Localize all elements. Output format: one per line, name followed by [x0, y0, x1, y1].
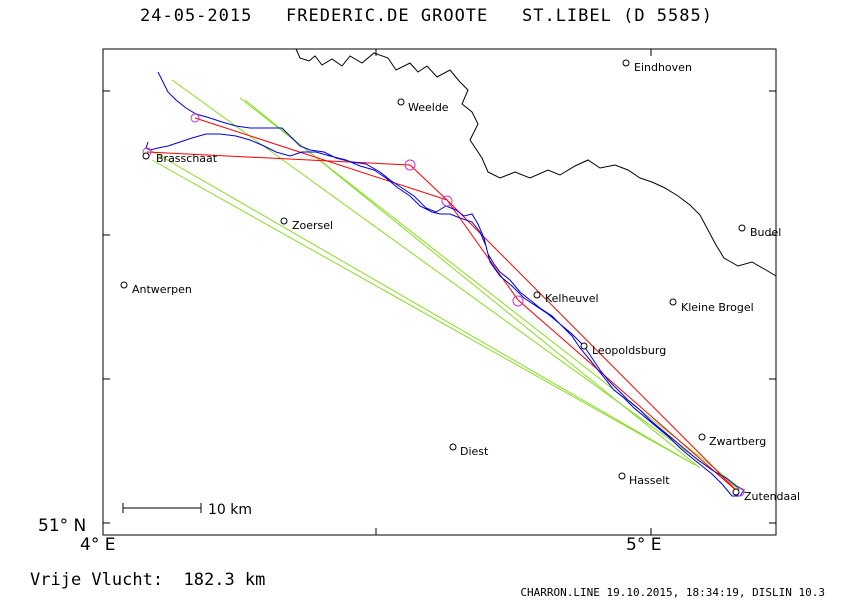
- place-label-diest: Diest: [460, 445, 489, 458]
- place-label-zoersel: Zoersel: [292, 219, 333, 232]
- place-label-weelde: Weelde: [408, 101, 449, 114]
- axis-ticks: [103, 49, 776, 535]
- x-tick-label-5e: 5° E: [626, 535, 661, 555]
- turnpoints: [142, 113, 745, 497]
- place-label-brasschaat: Brasschaat: [156, 152, 218, 165]
- place-markers: [120, 59, 746, 496]
- place-label-hasselt: Hasselt: [629, 474, 670, 487]
- place-label-budel: Budel: [750, 226, 781, 239]
- x-tick-label-4e: 4° E: [80, 535, 115, 555]
- map-title: 24-05-2015 FREDERIC.DE GROOTE ST.LIBEL (…: [140, 6, 713, 26]
- place-label-antwerpen: Antwerpen: [132, 283, 192, 296]
- place-label-kleine-brogel: Kleine Brogel: [681, 301, 754, 314]
- olc-legs: [149, 79, 746, 493]
- map-frame: [102, 48, 777, 536]
- place-label-leopoldsburg: Leopoldsburg: [592, 344, 666, 357]
- footer-credits: CHARRON.LINE 19.10.2015, 18:34:19, DISLI…: [520, 586, 825, 599]
- place-label-zutendaal: Zutendaal: [744, 490, 800, 503]
- place-label-kelheuvel: Kelheuvel: [545, 292, 599, 305]
- scale-bar-label: 10 km: [208, 502, 252, 518]
- place-label-zwartberg: Zwartberg: [709, 435, 766, 448]
- place-label-eindhoven: Eindhoven: [634, 61, 692, 74]
- task-lines: [146, 117, 739, 493]
- distance-summary: Vrije Vlucht: 182.3 km: [30, 570, 266, 590]
- y-tick-label: 51° N: [38, 516, 86, 536]
- scale-bar: [122, 503, 202, 513]
- country-border: [295, 48, 777, 277]
- flight-track: [145, 71, 745, 497]
